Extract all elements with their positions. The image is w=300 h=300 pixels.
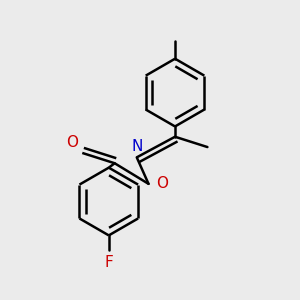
Text: F: F bbox=[104, 254, 113, 269]
Text: O: O bbox=[66, 135, 78, 150]
Text: N: N bbox=[131, 139, 142, 154]
Text: O: O bbox=[156, 176, 168, 191]
